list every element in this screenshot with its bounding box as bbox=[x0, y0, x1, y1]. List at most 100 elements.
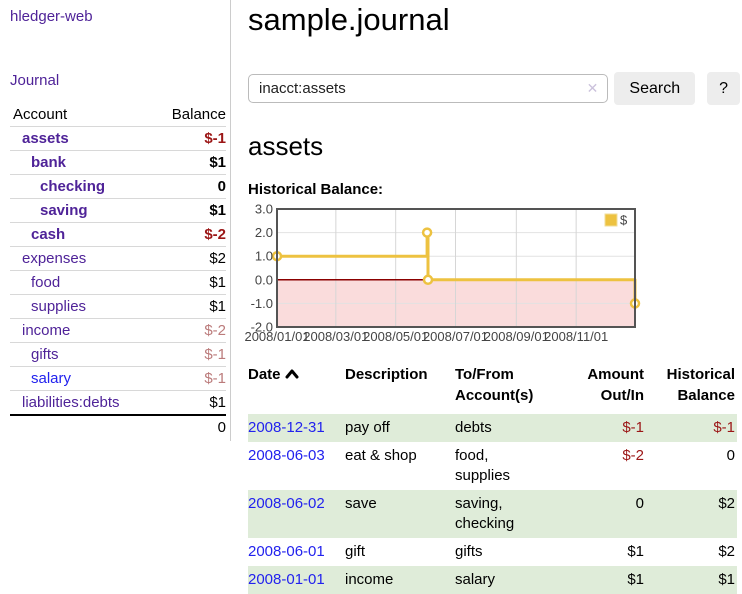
account-link[interactable]: bank bbox=[31, 154, 67, 171]
register-cell: gifts bbox=[455, 543, 483, 560]
accounts-total-balance: 0 bbox=[217, 419, 226, 436]
app-title-link[interactable]: hledger-web bbox=[10, 8, 93, 25]
account-row: salary $-1 bbox=[10, 366, 226, 391]
account-balance: $-1 bbox=[204, 370, 226, 387]
svg-text:2008/03/01: 2008/03/01 bbox=[303, 329, 368, 344]
account-balance: $-1 bbox=[204, 130, 226, 147]
account-row: bank $1 bbox=[10, 150, 226, 175]
register-cell: 0 bbox=[726, 447, 735, 464]
account-link[interactable]: gifts bbox=[31, 346, 59, 363]
register-table-body: 2008-12-31 pay off debts $-1 $-1 2008-06-03 ea… bbox=[248, 414, 737, 594]
register-cell: $1 bbox=[627, 571, 644, 588]
register-cell: 0 bbox=[635, 495, 644, 512]
account-link[interactable]: expenses bbox=[22, 250, 87, 267]
account-table-body: assets $-1 bank $1 checking 0 saving $1 cash $-2 e… bbox=[10, 126, 226, 416]
help-button[interactable]: ? bbox=[707, 72, 740, 105]
register-cell: food, supplies bbox=[455, 447, 511, 484]
balance-column-header-main: Historical Balance bbox=[666, 366, 735, 404]
register-cell: $-2 bbox=[622, 447, 644, 464]
register-cell: income bbox=[345, 571, 394, 588]
account-row: expenses $2 bbox=[10, 246, 226, 271]
account-link[interactable]: cash bbox=[31, 226, 66, 243]
svg-text:2008/01/01: 2008/01/01 bbox=[244, 329, 309, 344]
transaction-date-link[interactable]: 2008-06-02 bbox=[248, 495, 325, 512]
register-cell: saving, checking bbox=[455, 495, 515, 532]
date-header-label: Date bbox=[248, 366, 281, 383]
account-balance: $-2 bbox=[204, 322, 226, 339]
transaction-date-link[interactable]: 2008-06-03 bbox=[248, 447, 325, 464]
account-row: saving $1 bbox=[10, 198, 226, 223]
register-cell: salary bbox=[455, 571, 496, 588]
sort-asc-icon bbox=[285, 369, 299, 379]
account-link[interactable]: salary bbox=[31, 370, 72, 387]
search-form: ✕ Search ? bbox=[248, 72, 740, 105]
description-column-header: Description bbox=[345, 366, 428, 383]
svg-text:-1.0: -1.0 bbox=[251, 296, 273, 311]
account-row: cash $-2 bbox=[10, 222, 226, 247]
sidebar-item-journal[interactable]: Journal bbox=[10, 72, 60, 89]
register-row: 2008-06-01 gift gifts $1 $2 bbox=[248, 538, 737, 566]
account-balance: $1 bbox=[209, 394, 226, 411]
transaction-date-link[interactable]: 2008-12-31 bbox=[248, 419, 325, 436]
clear-search-icon[interactable]: ✕ bbox=[586, 80, 599, 96]
account-column-header: Account bbox=[13, 106, 68, 123]
account-link[interactable]: income bbox=[22, 322, 71, 339]
register-row: 2008-06-02 save saving, checking 0 $2 bbox=[248, 490, 737, 538]
account-link[interactable]: saving bbox=[40, 202, 88, 219]
account-row: supplies $1 bbox=[10, 294, 226, 319]
account-balance: 0 bbox=[217, 178, 226, 195]
svg-text:2008/07/01: 2008/07/01 bbox=[423, 329, 488, 344]
svg-text:2008/11/01: 2008/11/01 bbox=[544, 329, 608, 344]
main-content: sample.journal ✕ Search ? assets Histori… bbox=[244, 0, 740, 594]
sidebar: hledger-web Journal Account Balance asse… bbox=[0, 0, 231, 441]
register-cell: $2 bbox=[718, 543, 735, 560]
register-cell: $1 bbox=[718, 571, 735, 588]
register-cell: gift bbox=[345, 543, 366, 560]
amount-column-header: Amount Out/In bbox=[587, 366, 644, 404]
register-cell: pay off bbox=[345, 419, 390, 436]
register-table: Date Description To/From Account(s) Amou… bbox=[248, 362, 737, 594]
transaction-date-link[interactable]: 2008-06-01 bbox=[248, 543, 325, 560]
balance-column-header: Balance bbox=[171, 106, 226, 123]
svg-text:0.0: 0.0 bbox=[255, 272, 273, 287]
register-cell: $-1 bbox=[622, 419, 644, 436]
account-row: income $-2 bbox=[10, 318, 226, 343]
svg-text:3.0: 3.0 bbox=[255, 202, 273, 217]
register-cell: $2 bbox=[718, 495, 735, 512]
register-cell: $1 bbox=[627, 543, 644, 560]
register-row: 2008-01-01 income salary $1 $1 bbox=[248, 566, 737, 594]
account-balance: $-2 bbox=[204, 226, 226, 243]
account-link[interactable]: food bbox=[31, 274, 61, 291]
account-row: liabilities:debts $1 bbox=[10, 390, 226, 416]
svg-text:2008/09/01: 2008/09/01 bbox=[484, 329, 549, 344]
register-row: 2008-12-31 pay off debts $-1 $-1 bbox=[248, 414, 737, 442]
register-header-row: Date Description To/From Account(s) Amou… bbox=[248, 362, 737, 414]
search-button[interactable]: Search bbox=[614, 72, 696, 105]
register-cell: save bbox=[345, 495, 377, 512]
historical-balance-chart: 3.0 2.0 1.0 0.0 -1.0 -2.02008/01/012008/03/01… bbox=[244, 202, 641, 344]
accounts-total-row: 0 bbox=[10, 415, 226, 439]
account-balance: $1 bbox=[209, 298, 226, 315]
chart-label: Historical Balance: bbox=[248, 181, 384, 198]
register-row: 2008-06-03 eat & shop food, supplies $-2 0 bbox=[248, 442, 737, 490]
transaction-date-link[interactable]: 2008-01-01 bbox=[248, 571, 325, 588]
search-input[interactable] bbox=[248, 74, 609, 103]
svg-text:1.0: 1.0 bbox=[255, 249, 273, 264]
date-column-header[interactable]: Date bbox=[248, 362, 345, 414]
svg-text:$: $ bbox=[620, 213, 628, 228]
account-row: food $1 bbox=[10, 270, 226, 295]
account-link[interactable]: liabilities:debts bbox=[22, 394, 120, 411]
account-row: assets $-1 bbox=[10, 126, 226, 151]
accounts-table-header: Account Balance bbox=[10, 103, 226, 127]
account-link[interactable]: checking bbox=[40, 178, 106, 195]
accounts-column-header: To/From Account(s) bbox=[455, 366, 534, 404]
account-balance: $1 bbox=[209, 202, 226, 219]
page-title: sample.journal bbox=[248, 2, 450, 37]
account-balance: $1 bbox=[209, 274, 226, 291]
account-link[interactable]: assets bbox=[22, 130, 69, 147]
register-cell: eat & shop bbox=[345, 447, 417, 464]
account-row: gifts $-1 bbox=[10, 342, 226, 367]
account-link[interactable]: supplies bbox=[31, 298, 87, 315]
account-row: checking 0 bbox=[10, 174, 226, 199]
svg-text:2008/05/01: 2008/05/01 bbox=[363, 329, 428, 344]
